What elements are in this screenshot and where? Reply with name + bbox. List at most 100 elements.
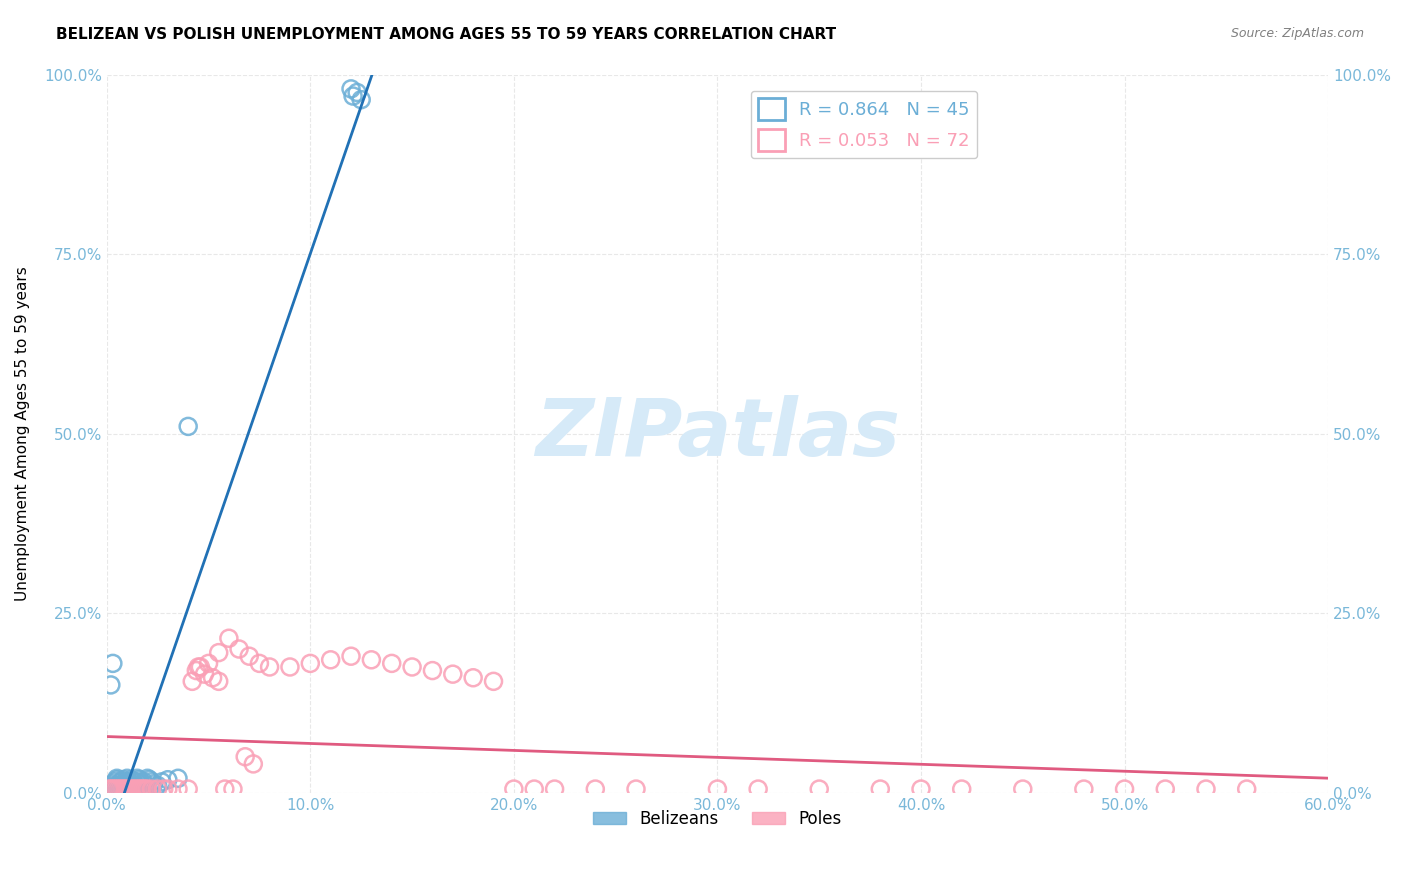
Point — [97, 782, 120, 797]
Point — [114, 782, 136, 797]
Point — [110, 775, 132, 789]
Point — [122, 775, 145, 789]
Point — [1195, 782, 1218, 797]
Point — [127, 782, 149, 797]
Point — [101, 657, 124, 671]
Point — [482, 674, 505, 689]
Point — [233, 749, 256, 764]
Point — [167, 772, 190, 786]
Point — [124, 780, 146, 794]
Point — [128, 782, 150, 797]
Point — [523, 782, 546, 797]
Point — [122, 779, 145, 793]
Point — [108, 779, 131, 793]
Point — [177, 419, 200, 434]
Point — [197, 657, 219, 671]
Point — [120, 772, 142, 787]
Point — [177, 782, 200, 797]
Point — [214, 782, 236, 797]
Point — [120, 777, 142, 791]
Point — [132, 775, 155, 789]
Y-axis label: Unemployment Among Ages 55 to 59 years: Unemployment Among Ages 55 to 59 years — [15, 266, 30, 601]
Point — [543, 782, 565, 797]
Text: ZIPatlas: ZIPatlas — [534, 394, 900, 473]
Point — [181, 674, 204, 689]
Point — [118, 779, 141, 793]
Point — [346, 86, 368, 100]
Point — [141, 782, 163, 797]
Point — [1154, 782, 1177, 797]
Point — [100, 782, 122, 797]
Point — [110, 782, 132, 797]
Point — [114, 779, 136, 793]
Point — [706, 782, 728, 797]
Point — [120, 782, 142, 797]
Point — [441, 667, 464, 681]
Point — [360, 653, 382, 667]
Point — [624, 782, 647, 797]
Point — [869, 782, 891, 797]
Point — [104, 775, 127, 789]
Point — [249, 657, 271, 671]
Point — [187, 660, 209, 674]
Point — [193, 667, 215, 681]
Point — [259, 660, 281, 674]
Point — [747, 782, 769, 797]
Point — [808, 782, 831, 797]
Point — [167, 782, 190, 797]
Point — [105, 772, 128, 786]
Point — [132, 782, 155, 797]
Point — [112, 772, 135, 787]
Point — [152, 782, 174, 797]
Point — [190, 660, 212, 674]
Point — [114, 775, 136, 789]
Point — [583, 782, 606, 797]
Point — [342, 89, 364, 103]
Point — [131, 782, 153, 797]
Point — [299, 657, 322, 671]
Point — [127, 772, 149, 786]
Point — [112, 782, 135, 797]
Point — [146, 782, 169, 797]
Point — [910, 782, 932, 797]
Point — [218, 632, 240, 646]
Point — [118, 782, 141, 797]
Point — [156, 772, 179, 787]
Point — [1236, 782, 1258, 797]
Legend: Belizeans, Poles: Belizeans, Poles — [586, 804, 849, 835]
Point — [401, 660, 423, 674]
Text: BELIZEAN VS POLISH UNEMPLOYMENT AMONG AGES 55 TO 59 YEARS CORRELATION CHART: BELIZEAN VS POLISH UNEMPLOYMENT AMONG AG… — [56, 27, 837, 42]
Point — [134, 782, 156, 797]
Point — [101, 782, 124, 797]
Point — [136, 772, 159, 786]
Point — [950, 782, 973, 797]
Point — [156, 782, 179, 797]
Point — [350, 93, 373, 107]
Point — [463, 671, 485, 685]
Point — [1011, 782, 1033, 797]
Point — [108, 782, 131, 797]
Point — [340, 649, 363, 664]
Point — [100, 782, 122, 797]
Point — [222, 782, 245, 797]
Point — [108, 782, 131, 797]
Point — [115, 780, 138, 794]
Point — [381, 657, 404, 671]
Point — [115, 772, 138, 786]
Point — [208, 674, 231, 689]
Point — [138, 772, 160, 787]
Point — [208, 646, 231, 660]
Text: Source: ZipAtlas.com: Source: ZipAtlas.com — [1230, 27, 1364, 40]
Point — [128, 772, 150, 787]
Point — [242, 756, 264, 771]
Point — [1073, 782, 1095, 797]
Point — [136, 782, 159, 797]
Point — [278, 660, 301, 674]
Point — [115, 782, 138, 797]
Point — [319, 653, 342, 667]
Point — [238, 649, 260, 664]
Point — [201, 671, 224, 685]
Point — [118, 775, 141, 789]
Point — [228, 642, 250, 657]
Point — [112, 777, 135, 791]
